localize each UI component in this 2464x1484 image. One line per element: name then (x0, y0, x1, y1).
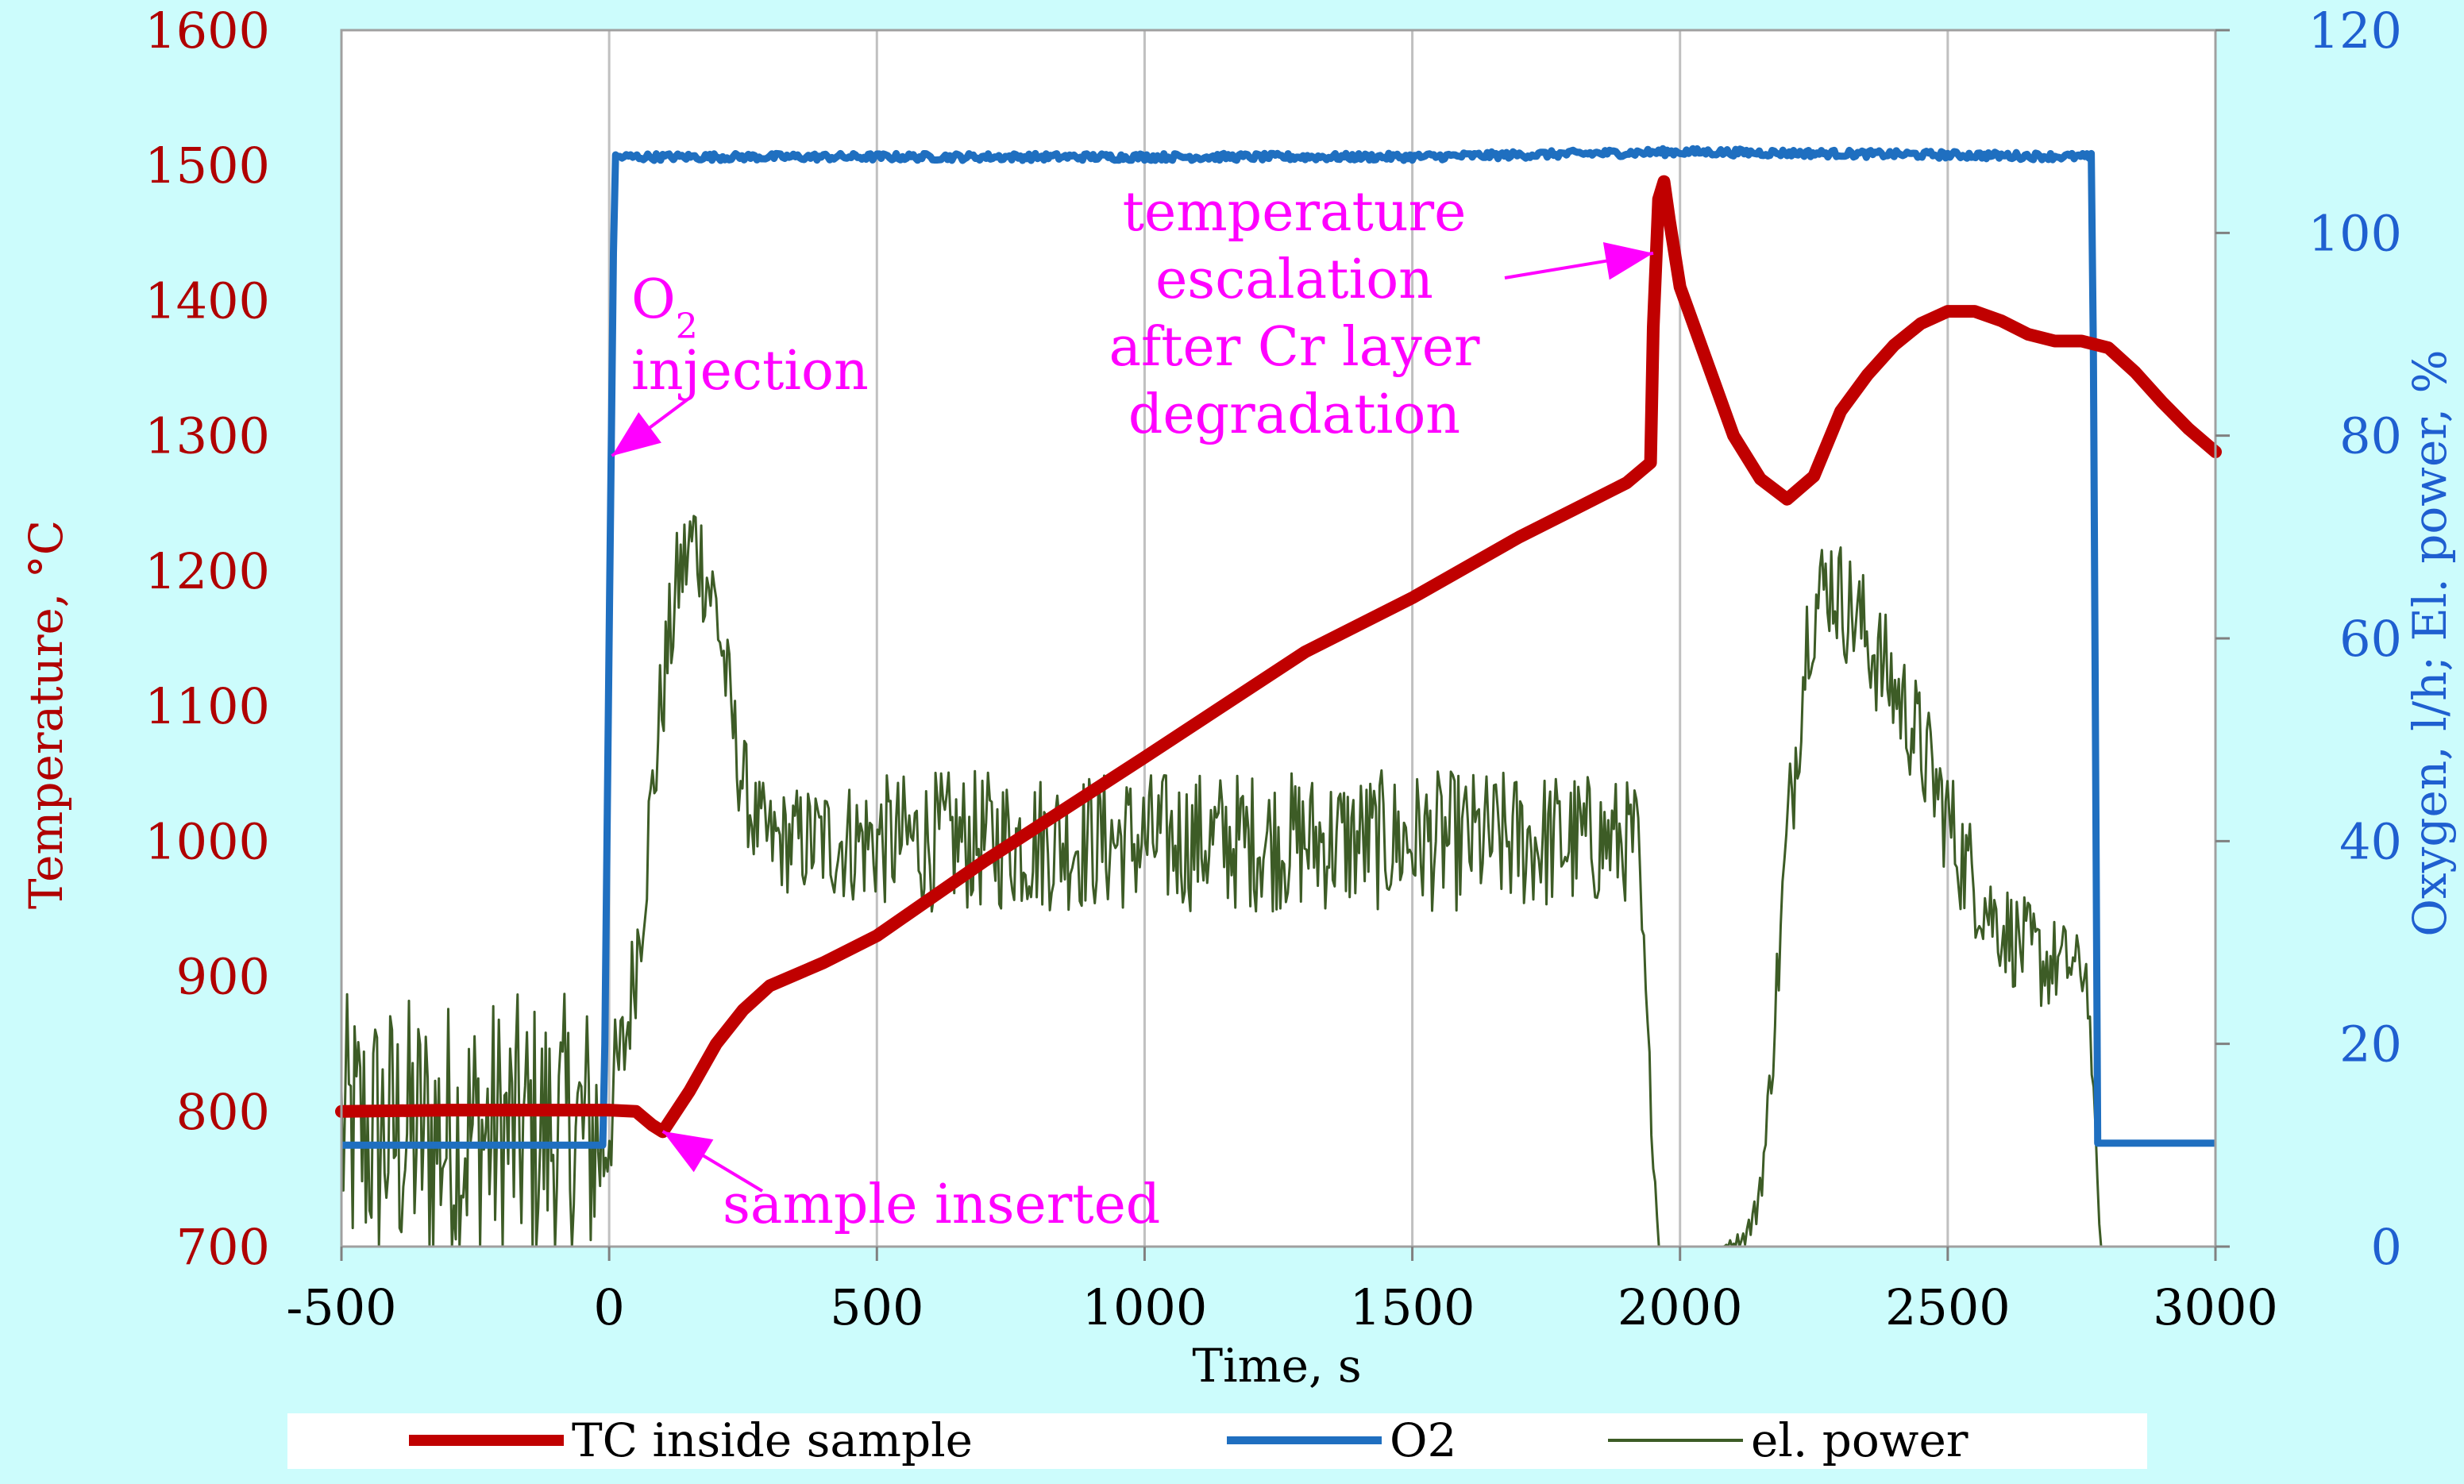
y-left-tick-label-0: 700 (176, 1218, 270, 1276)
annotations: O2 injection temperature escalation afte… (611, 181, 1654, 1236)
x-tick-label-4: 1500 (1350, 1278, 1475, 1336)
arrow-sample-inserted-head (662, 1131, 714, 1173)
x-axis-title: Time, s (1192, 1339, 1361, 1393)
y-left-tick-label-2: 900 (176, 948, 270, 1006)
x-tick-label-2: 500 (830, 1278, 924, 1336)
legend: TC inside sample O2 el. power (287, 1413, 2147, 1469)
y-left-tick-label-4: 1100 (145, 677, 270, 735)
x-tick-label-0: -500 (286, 1278, 396, 1336)
y-axis-right-title: Oxygen, l/h; El. power, % (2403, 349, 2457, 936)
y-left-tick-label-5: 1200 (145, 542, 270, 600)
x-tick-label-7: 3000 (2153, 1278, 2278, 1336)
plot-area (341, 30, 2215, 1247)
y-right-tick-label-1: 20 (2339, 1016, 2402, 1073)
right-axis-ticks: 0 20 40 60 80 100 120 (2215, 2, 2402, 1276)
y-right-tick-label-4: 80 (2339, 407, 2402, 465)
y-left-tick-label-9: 1600 (145, 2, 270, 60)
annotation-o2-injection-line2: injection (631, 340, 869, 403)
arrow-temperature-escalation-head (1602, 242, 1653, 280)
left-axis-ticks: 700 800 900 1000 1100 1200 1300 1400 1500 1600 (145, 2, 270, 1276)
legend-box (287, 1413, 2147, 1469)
x-tick-label-1: 0 (593, 1278, 624, 1336)
x-axis-ticks: -500 0 500 1000 1500 2000 2500 3000 (286, 1247, 2278, 1336)
y-left-tick-label-6: 1300 (145, 407, 270, 465)
annotation-escalation-line1: temperature (1123, 181, 1467, 244)
legend-label-o2: O2 (1390, 1413, 1456, 1467)
x-tick-label-5: 2000 (1618, 1278, 1743, 1336)
y-left-tick-label-3: 1000 (145, 812, 270, 870)
annotation-o2-injection-line1: O2 (631, 268, 698, 347)
series-line-tc-inside-sample (335, 175, 2222, 1139)
annotation-escalation-line2: escalation (1155, 249, 1433, 311)
legend-label-tc: TC inside sample (572, 1413, 973, 1467)
y-right-tick-label-5: 100 (2308, 204, 2402, 262)
x-tick-label-6: 2500 (1885, 1278, 2011, 1336)
series-layer (335, 145, 2222, 1248)
arrow-o2-injection-head (611, 412, 661, 457)
legend-label-power: el. power (1751, 1413, 1969, 1467)
y-right-tick-label-3: 60 (2339, 610, 2402, 668)
y-left-tick-label-8: 1500 (145, 137, 270, 195)
annotation-escalation-line3: after Cr layer (1109, 316, 1479, 379)
y-right-tick-label-2: 40 (2339, 812, 2402, 870)
y-left-tick-label-7: 1400 (145, 272, 270, 330)
annotation-arrows (611, 242, 1654, 1193)
series-line-el-power (340, 515, 2215, 1248)
annotation-sample-inserted: sample inserted (723, 1174, 1160, 1236)
y-left-tick-label-1: 800 (176, 1083, 270, 1141)
y-right-tick-label-0: 0 (2371, 1218, 2402, 1276)
y-axis-left-title: Temperature, °C (19, 520, 73, 909)
y-right-tick-label-6: 120 (2308, 2, 2402, 60)
series-line-o2 (340, 145, 2217, 1149)
annotation-escalation-line4: degradation (1128, 384, 1460, 446)
x-tick-label-3: 1000 (1082, 1278, 1208, 1336)
